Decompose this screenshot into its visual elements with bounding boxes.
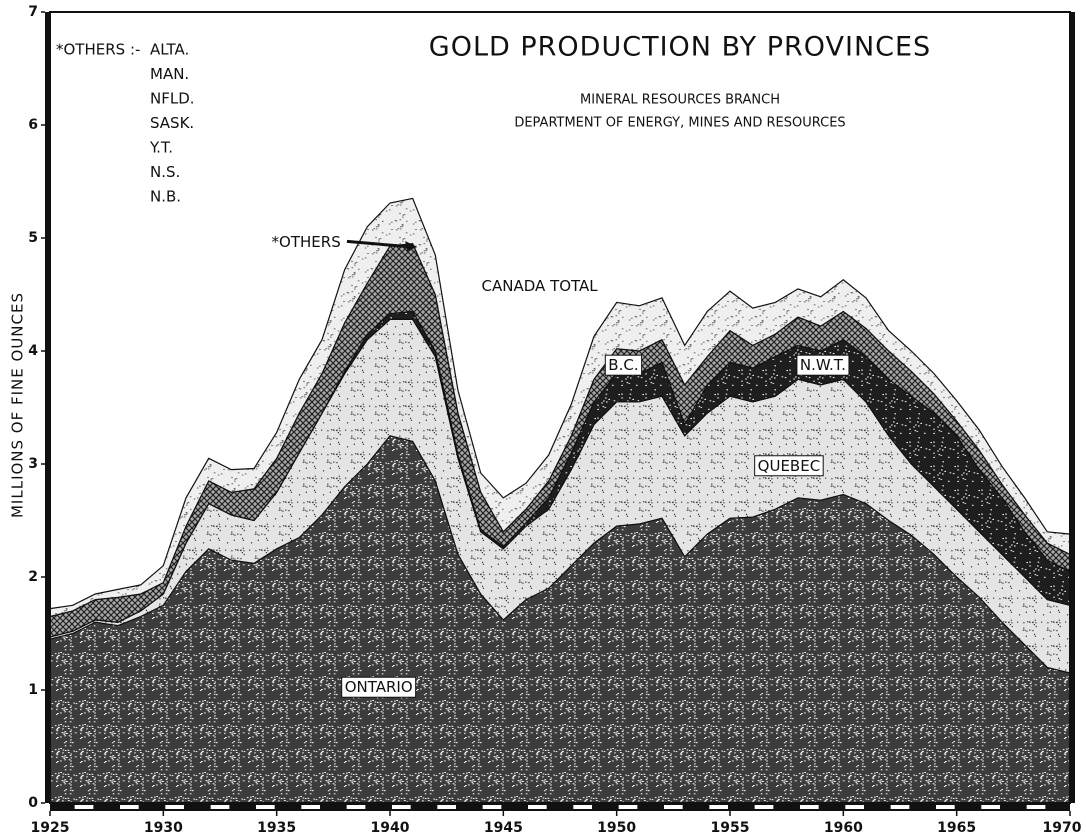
- y-tick-label: 5: [28, 230, 38, 246]
- axis-strip-cell: [800, 805, 819, 809]
- x-tick-label: 1930: [144, 820, 183, 836]
- chart-subtitle: MINERAL RESOURCES BRANCH: [580, 93, 780, 108]
- chart-subtitle: DEPARTMENT OF ENERGY, MINES AND RESOURCE…: [514, 116, 845, 131]
- x-tick-label: 1950: [597, 820, 636, 836]
- y-tick-label: 3: [28, 456, 38, 472]
- right-bar: [1070, 12, 1075, 803]
- axis-strip-cell: [74, 805, 94, 809]
- axis-strip-cell: [165, 805, 184, 809]
- series-label: ONTARIO: [345, 678, 413, 696]
- x-tick-label: 1960: [824, 820, 863, 836]
- y-tick-label: 6: [28, 117, 38, 133]
- label-box: [796, 354, 850, 376]
- x-tick-label: 1945: [484, 820, 523, 836]
- annotation: CANADA TOTAL: [482, 277, 599, 295]
- axis-strip-cell: [709, 805, 728, 809]
- series-label: B.C.: [608, 356, 638, 374]
- axis-strip-cell: [1072, 805, 1086, 809]
- axis-strip-cell: [845, 805, 864, 809]
- axis-strip-cell: [664, 805, 683, 809]
- axis-strip-cell: [437, 805, 456, 809]
- note-item: SASK.: [150, 114, 194, 132]
- arrow: [346, 239, 413, 249]
- x-tick-label: 1935: [257, 820, 296, 836]
- axis-strip-cell: [1026, 805, 1046, 809]
- axis-strip: [50, 803, 1070, 811]
- label-box: [604, 354, 643, 376]
- y-tick-label: 0: [28, 795, 38, 811]
- note-item: ALTA.: [150, 41, 189, 59]
- x-tick-label: 1940: [371, 820, 410, 836]
- axis-strip-cell: [981, 805, 1000, 809]
- note-heading: *OTHERS :-: [56, 41, 140, 59]
- axis-strip-cell: [528, 805, 547, 809]
- x-tick-label: 1970: [1043, 820, 1082, 836]
- x-tick-label: 1925: [31, 820, 70, 836]
- y-tick-label: 7: [28, 4, 38, 20]
- note-item: Y.T.: [149, 139, 173, 157]
- series-label: QUEBEC: [758, 457, 821, 475]
- arrow-head: [405, 241, 418, 252]
- note-item: N.B.: [150, 188, 181, 206]
- y-tick-label: 1: [28, 682, 38, 698]
- x-tick-label: 1955: [711, 820, 750, 836]
- label-box: [341, 676, 417, 698]
- label-box: [754, 455, 824, 477]
- axis-strip-cell: [573, 805, 592, 809]
- x-tick-label: 1965: [937, 820, 976, 836]
- y-tick-label: 4: [28, 343, 38, 359]
- note-item: MAN.: [150, 65, 189, 83]
- left-bar: [45, 12, 50, 803]
- note-item: N.S.: [150, 163, 180, 181]
- axis-strip-cell: [890, 805, 910, 809]
- note-item: NFLD.: [150, 90, 195, 108]
- axis-strip-cell: [120, 805, 139, 809]
- y-axis-title: MILLIONS OF FINE OUNCES: [9, 292, 27, 518]
- y-tick-label: 2: [28, 569, 38, 585]
- axis-strip-cell: [256, 805, 275, 809]
- series-label: N.W.T.: [800, 356, 846, 374]
- axis-strip-cell: [301, 805, 320, 809]
- chart-title: GOLD PRODUCTION BY PROVINCES: [429, 32, 931, 63]
- axis-strip-cell: [936, 805, 955, 809]
- axis-strip-cell: [392, 805, 411, 809]
- axis-strip-cell: [618, 805, 638, 809]
- series-label: *OTHERS: [272, 233, 341, 251]
- axis-strip-cell: [346, 805, 366, 809]
- axis-strip-cell: [754, 805, 774, 809]
- axis-strip-cell: [210, 805, 230, 809]
- axis-strip-cell: [482, 805, 502, 809]
